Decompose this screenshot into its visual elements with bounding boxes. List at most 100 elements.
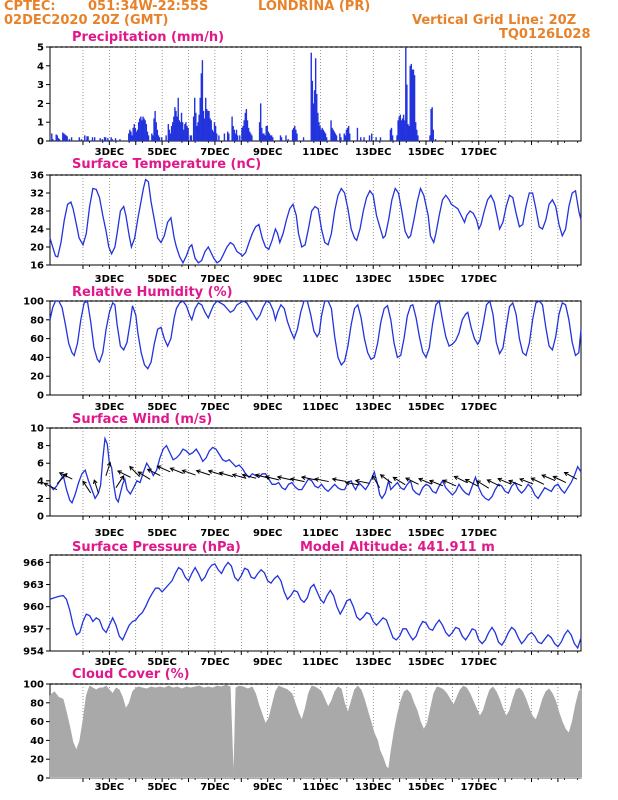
precip-bar (198, 114, 200, 141)
precip-bar (409, 65, 411, 141)
precip-bar (218, 135, 220, 141)
precip-bar (332, 129, 334, 141)
temp-xlabel-0: 3DEC (95, 274, 124, 285)
wind-arrow-head-27 (354, 478, 360, 484)
precip-bar (223, 133, 226, 141)
cloud-title: Cloud Cover (%) (72, 667, 190, 682)
precip-bar (243, 120, 245, 141)
precip-bar (228, 133, 230, 141)
precip-bar (227, 131, 229, 141)
precip-bar (84, 135, 86, 141)
wind-xlabel-3: 9DEC (253, 528, 282, 539)
precip-bar (107, 138, 109, 141)
precip-bar (262, 133, 264, 141)
precip-bar (339, 133, 341, 141)
rh-xlabel-2: 7DEC (200, 402, 229, 413)
wind-arrow-head-4 (93, 479, 98, 485)
precip-bar (212, 131, 215, 141)
precip-bar (285, 135, 287, 141)
wind-arrow-10 (147, 468, 161, 476)
precip-bar (397, 120, 399, 141)
precip-bar (268, 133, 271, 141)
pres-line (49, 561, 582, 650)
wind-arrow-8 (129, 466, 141, 477)
precip-bar (78, 137, 80, 141)
precip-bar (168, 129, 171, 141)
precip-xlabel-5: 13DEC (355, 147, 391, 158)
rh-title: Relative Humidity (%) (72, 285, 233, 300)
wind-arrow-head-17 (231, 473, 237, 478)
precip-bar (312, 103, 315, 141)
temp-xlabel-2: 7DEC (200, 274, 229, 285)
wind-arrow-43 (541, 474, 556, 482)
precip-bar (345, 129, 348, 141)
precip-bar (250, 133, 252, 141)
wind-ylabel-4: 8 (37, 441, 44, 452)
precip-bar (404, 120, 406, 141)
wind-arrow-head-9 (137, 471, 143, 476)
cloud-area (49, 684, 582, 779)
wind-arrow-head-41 (519, 477, 525, 483)
precip-bar (239, 135, 241, 141)
precip-bar (214, 125, 217, 141)
rh-xlabel-7: 17DEC (461, 402, 497, 413)
wind-arrow-head-6 (119, 475, 125, 480)
temp-xlabel-4: 11DEC (302, 274, 338, 285)
precip-bar (292, 127, 295, 141)
precip-bar (128, 133, 130, 141)
wind-arrow-6 (115, 475, 125, 488)
precip-bar (321, 127, 323, 141)
rh-ylabel-1: 20 (30, 372, 44, 383)
precip-bar (287, 139, 289, 141)
wind-arrow-head-45 (563, 471, 569, 477)
precip-bar (209, 118, 211, 141)
rh-ylabel-5: 100 (23, 297, 44, 308)
precip-bar (181, 122, 184, 141)
wind-arrow-head-7 (117, 470, 122, 475)
wind-ylabel-2: 4 (37, 476, 44, 487)
precip-xlabel-2: 7DEC (200, 147, 229, 158)
pres-ylabel-3: 963 (23, 580, 44, 591)
precip-bar (430, 109, 432, 141)
precip-bar (232, 125, 234, 141)
precip-bar (216, 133, 218, 141)
rh-xlabel-4: 11DEC (302, 402, 338, 413)
temp-xlabel-3: 9DEC (253, 274, 282, 285)
precip-xlabel-4: 11DEC (302, 147, 338, 158)
wind-arrow-head-15 (207, 469, 213, 474)
precip-bar (58, 139, 61, 141)
wind-arrow-head-23 (300, 475, 306, 481)
precip-title: Precipitation (mm/h) (72, 30, 224, 45)
precip-bar (431, 107, 433, 141)
precip-bar (196, 125, 198, 141)
precip-bar (87, 136, 89, 141)
precip-bar (110, 137, 112, 141)
precip-bar (207, 110, 209, 141)
cloud-xlabel-5: 13DEC (355, 782, 391, 793)
precip-bar (187, 127, 189, 141)
precip-bar (410, 63, 412, 141)
wind-arrow-13 (182, 469, 196, 476)
pres-annotation: Model Altitude: 441.911 m (300, 540, 495, 555)
precip-bar (267, 131, 270, 141)
precip-bar (429, 135, 431, 141)
precip-bar (335, 135, 338, 141)
precip-bar (356, 127, 359, 141)
wind-arrow-14 (196, 470, 211, 476)
precip-bar (86, 136, 88, 141)
precip-bar (195, 112, 197, 141)
precip-bar (343, 133, 345, 141)
precip-bar (134, 127, 137, 141)
precip-bar (111, 139, 113, 141)
wind-arrow-head-0 (43, 482, 49, 487)
precip-bar (169, 133, 172, 141)
wind-arrow-20 (265, 476, 280, 481)
wind-arrow-head-25 (331, 477, 337, 482)
wind-arrow-26 (345, 482, 360, 486)
precip-bar (245, 109, 248, 141)
precip-bar (153, 118, 155, 141)
precip-bar (344, 135, 347, 141)
wind-arrow-45 (564, 472, 578, 480)
precip-bar (333, 131, 336, 141)
